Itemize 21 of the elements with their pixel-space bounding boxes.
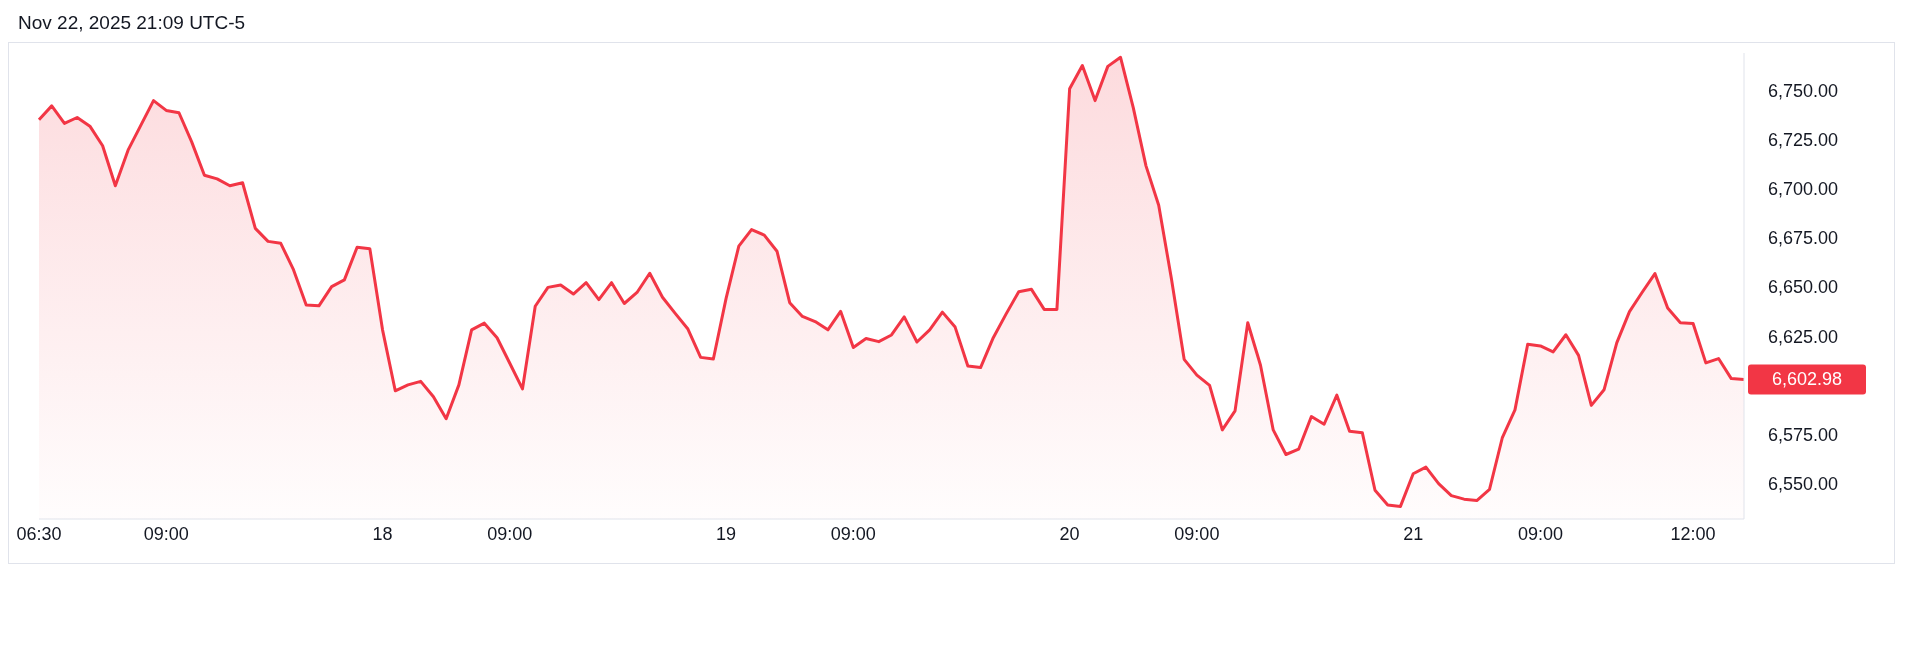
x-tick-label: 12:00 xyxy=(1670,523,1716,544)
x-tick-label: 09:00 xyxy=(1174,523,1220,544)
x-tick-label: 09:00 xyxy=(143,523,189,544)
x-tick-label: 09:00 xyxy=(1517,523,1563,544)
y-tick-label: 6,750.00 xyxy=(1768,80,1839,101)
y-tick-label: 6,625.00 xyxy=(1768,326,1839,347)
y-tick-label: 6,550.00 xyxy=(1768,474,1839,494)
x-tick-label: 21 xyxy=(1403,523,1424,544)
y-tick-label: 6,675.00 xyxy=(1768,228,1839,249)
y-tick-label: 6,650.00 xyxy=(1768,277,1839,298)
y-tick-label: 6,725.00 xyxy=(1768,129,1839,150)
x-tick-label: 09:00 xyxy=(830,523,876,544)
data-label: 6,602.98 xyxy=(1771,369,1843,390)
y-tick-label: 6,700.00 xyxy=(1768,179,1839,200)
x-tick-label: 18 xyxy=(372,523,393,544)
x-tick-label: 06:30 xyxy=(16,523,62,544)
x-tick-label: 09:00 xyxy=(487,523,533,544)
chart-title: Nov 22, 2025 21:09 UTC-5 xyxy=(17,11,247,35)
y-tick-label: 6,575.00 xyxy=(1768,424,1839,445)
x-tick-label: 19 xyxy=(716,523,737,544)
x-tick-label: 20 xyxy=(1059,523,1080,544)
